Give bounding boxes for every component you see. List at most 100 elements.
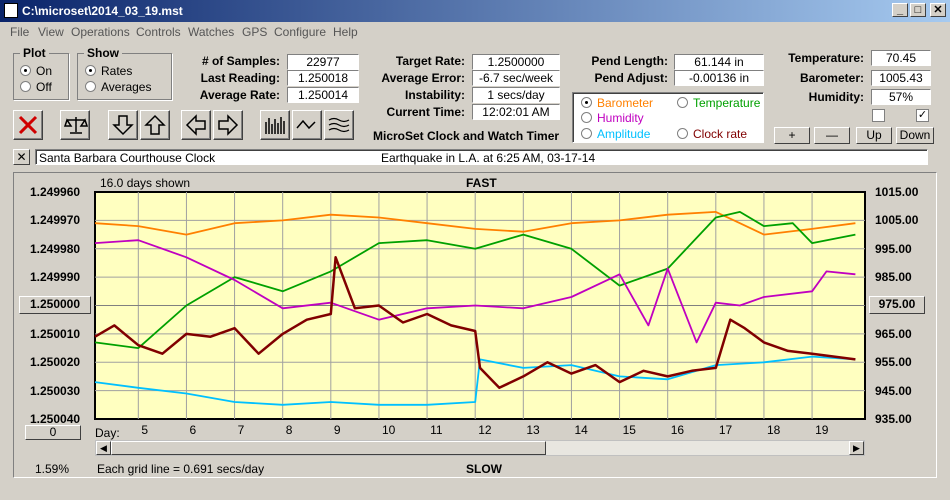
bars-icon xyxy=(265,117,285,134)
left-arrow-button[interactable] xyxy=(181,110,211,140)
down-arrow-button[interactable] xyxy=(108,110,138,140)
plot-off-label: Off xyxy=(36,80,52,94)
plot-group: Plot On Off xyxy=(13,46,69,100)
left-arrow-icon xyxy=(185,114,206,136)
scroll-left-icon[interactable]: ◀ xyxy=(96,441,111,455)
menu-gps[interactable]: GPS xyxy=(242,25,268,39)
menu-bar: File View Operations Controls Watches GP… xyxy=(0,22,950,42)
aux-temperature-label: Temperature xyxy=(693,96,761,110)
grid-note: Each grid line = 0.691 secs/day xyxy=(97,462,265,476)
window-title: C:\microset\2014_03_19.mst xyxy=(22,4,183,18)
multi-line-button[interactable] xyxy=(324,110,354,140)
close-description-button[interactable]: ✕ xyxy=(13,149,30,165)
show-group-title: Show xyxy=(84,46,122,60)
average-rate-label: Average Rate: xyxy=(199,88,280,102)
y-right-tick-label: 955.00 xyxy=(875,355,912,370)
up-arrow-button[interactable] xyxy=(140,110,170,140)
scroll-thumb[interactable] xyxy=(111,441,546,455)
center-aux-button[interactable]: 975.00 xyxy=(869,296,925,314)
description-field[interactable]: Santa Barbara Courthouse Clock Earthquak… xyxy=(35,149,928,165)
right-checkbox[interactable]: ✓ xyxy=(916,109,929,122)
y-left-tick-label: 1.250030 xyxy=(30,383,81,398)
samples-field: 22977 xyxy=(287,54,359,70)
aux-humidity-radio[interactable]: Humidity xyxy=(581,111,644,125)
up-arrow-icon xyxy=(144,114,166,135)
y-left-tick-label: 1.250020 xyxy=(30,355,81,370)
aux-barometer-radio[interactable]: Barometer xyxy=(581,96,653,110)
app-icon xyxy=(4,3,18,18)
close-window-button[interactable]: ✕ xyxy=(930,3,946,17)
target-rate-field: 1.2500000 xyxy=(472,54,560,70)
title-bar: C:\microset\2014_03_19.mst _ □ ✕ xyxy=(0,0,950,22)
line-plot-button[interactable] xyxy=(292,110,322,140)
y-left-tick-label: 1.249980 xyxy=(30,241,81,256)
app-subtitle: MicroSet Clock and Watch Timer xyxy=(373,129,560,143)
y-right-tick-label: 965.00 xyxy=(875,326,912,341)
aux-amplitude-radio[interactable]: Amplitude xyxy=(581,127,650,141)
aux-clock-rate-radio[interactable]: Clock rate xyxy=(677,127,747,141)
y-right-tick-label: 985.00 xyxy=(875,270,912,285)
scroll-up-button[interactable]: Up xyxy=(856,127,892,144)
time-scrollbar[interactable]: ◀ ▶ xyxy=(95,440,865,456)
scroll-down-button[interactable]: Down xyxy=(896,127,934,144)
scale-plus-button[interactable]: + xyxy=(774,127,810,144)
right-arrow-button[interactable] xyxy=(213,110,243,140)
show-rates-radio[interactable]: Rates xyxy=(85,64,132,78)
menu-view[interactable]: View xyxy=(38,25,64,39)
last-reading-label: Last Reading: xyxy=(200,71,280,85)
show-averages-radio[interactable]: Averages xyxy=(85,80,151,94)
down-arrow-icon xyxy=(112,115,134,136)
menu-help[interactable]: Help xyxy=(333,25,358,39)
humidity-field: 57% xyxy=(871,89,931,105)
plot-group-title: Plot xyxy=(20,46,49,60)
menu-operations[interactable]: Operations xyxy=(71,25,130,39)
samples-label: # of Samples: xyxy=(201,54,280,68)
y-left-tick-label: 1.249960 xyxy=(30,185,81,199)
days-shown-label: 16.0 days shown xyxy=(100,176,191,190)
scale-minus-button[interactable]: — xyxy=(814,127,850,144)
menu-configure[interactable]: Configure xyxy=(274,25,327,39)
pend-length-label: Pend Length: xyxy=(591,54,668,68)
y-right-tick-label: 945.00 xyxy=(875,383,912,398)
plot-off-radio[interactable]: Off xyxy=(20,80,52,94)
left-checkbox[interactable] xyxy=(872,109,885,122)
wave-icon xyxy=(296,119,316,130)
y-right-tick-label: 935.00 xyxy=(875,412,912,426)
target-rate-label: Target Rate: xyxy=(395,54,465,68)
x-icon xyxy=(18,115,38,135)
y-left-tick-label: 1.249970 xyxy=(30,213,81,228)
show-averages-label: Averages xyxy=(101,80,152,94)
barometer-label: Barometer: xyxy=(799,71,864,85)
balance-button[interactable] xyxy=(60,110,90,140)
y-right-tick-label: 1015.00 xyxy=(875,185,919,199)
pend-adjust-field: -0.00136 in xyxy=(674,70,764,86)
plot-on-label: On xyxy=(36,64,53,78)
stop-button[interactable] xyxy=(13,110,43,140)
zero-button[interactable]: 0 xyxy=(25,425,81,440)
aux-humidity-label: Humidity xyxy=(597,111,644,125)
average-error-field: -6.7 sec/week xyxy=(472,70,560,86)
fast-label: FAST xyxy=(466,176,497,190)
clock-name: Santa Barbara Courthouse Clock xyxy=(39,151,216,165)
scroll-right-icon[interactable]: ▶ xyxy=(849,441,864,455)
show-rates-label: Rates xyxy=(101,64,133,78)
menu-watches[interactable]: Watches xyxy=(188,25,235,39)
current-time-label: Current Time: xyxy=(386,105,465,119)
temperature-field: 70.45 xyxy=(871,50,931,66)
aux-amplitude-label: Amplitude xyxy=(597,127,651,141)
last-reading-field: 1.250018 xyxy=(287,70,359,86)
maximize-button[interactable]: □ xyxy=(910,3,926,17)
aux-plot-selector: Barometer Temperature Humidity Amplitude… xyxy=(572,92,764,143)
y-right-tick-label: 1005.00 xyxy=(875,213,919,228)
aux-temperature-radio[interactable]: Temperature xyxy=(677,96,760,110)
multi-wave-icon xyxy=(328,117,350,133)
center-rate-button[interactable]: 1.250000 xyxy=(19,296,91,314)
aux-barometer-label: Barometer xyxy=(597,96,654,110)
menu-controls[interactable]: Controls xyxy=(136,25,181,39)
average-rate-field: 1.250014 xyxy=(287,87,359,103)
right-arrow-icon xyxy=(218,114,239,136)
plot-on-radio[interactable]: On xyxy=(20,64,52,78)
minimize-button[interactable]: _ xyxy=(892,3,908,17)
menu-file[interactable]: File xyxy=(10,25,30,39)
bar-plot-button[interactable] xyxy=(260,110,290,140)
